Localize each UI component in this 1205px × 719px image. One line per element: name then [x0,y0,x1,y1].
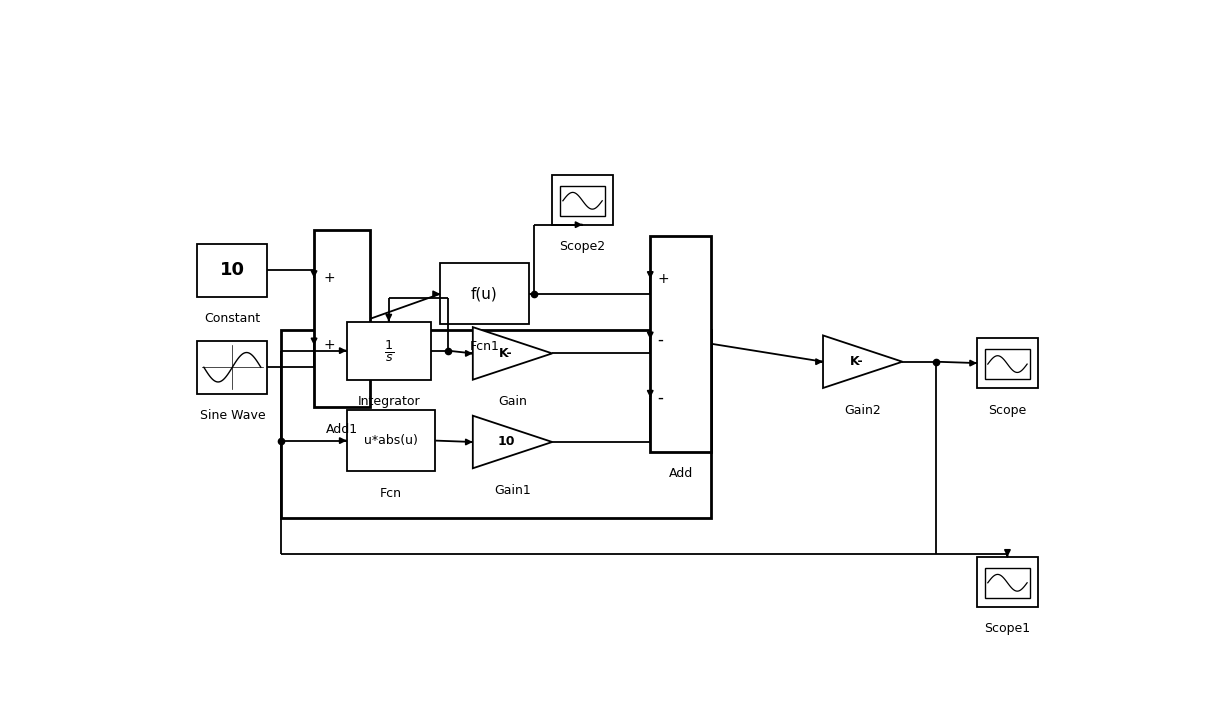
Text: f(u): f(u) [471,286,498,301]
Text: Scope2: Scope2 [559,240,606,253]
Bar [282,330,711,518]
Text: Fcn: Fcn [380,487,402,500]
Bar [198,244,268,297]
Text: K-: K- [850,355,863,368]
Text: +: + [323,271,335,285]
Text: 10: 10 [498,436,515,449]
Text: Integrator: Integrator [358,395,421,408]
Text: +: + [323,339,335,352]
Bar [560,186,605,216]
Text: 10: 10 [219,262,245,280]
Text: Sine Wave: Sine Wave [200,409,265,422]
Bar [440,263,529,324]
Bar [198,341,268,393]
Text: $\frac{1}{s}$: $\frac{1}{s}$ [383,338,394,364]
Text: Add1: Add1 [327,423,358,436]
Text: -: - [658,331,664,349]
Polygon shape [472,416,552,468]
Text: K-: K- [499,347,513,360]
Polygon shape [472,327,552,380]
Text: Scope: Scope [988,403,1027,416]
Text: Gain: Gain [498,395,527,408]
Bar [347,410,435,471]
Text: Fcn1: Fcn1 [470,340,499,353]
Text: u*abs(u): u*abs(u) [364,434,418,447]
Bar [984,568,1030,597]
Bar [315,230,370,408]
Text: Scope1: Scope1 [984,622,1030,635]
Text: -: - [658,389,664,407]
Text: Gain2: Gain2 [845,403,881,416]
Bar [552,175,613,225]
Polygon shape [823,335,903,388]
Text: Add: Add [669,467,693,480]
Text: Gain1: Gain1 [494,484,531,497]
Text: Constant: Constant [205,312,260,325]
Bar [977,338,1038,388]
Bar [977,557,1038,607]
Bar [347,321,431,380]
Bar [651,236,711,452]
Bar [984,349,1030,379]
Text: +: + [658,272,669,286]
